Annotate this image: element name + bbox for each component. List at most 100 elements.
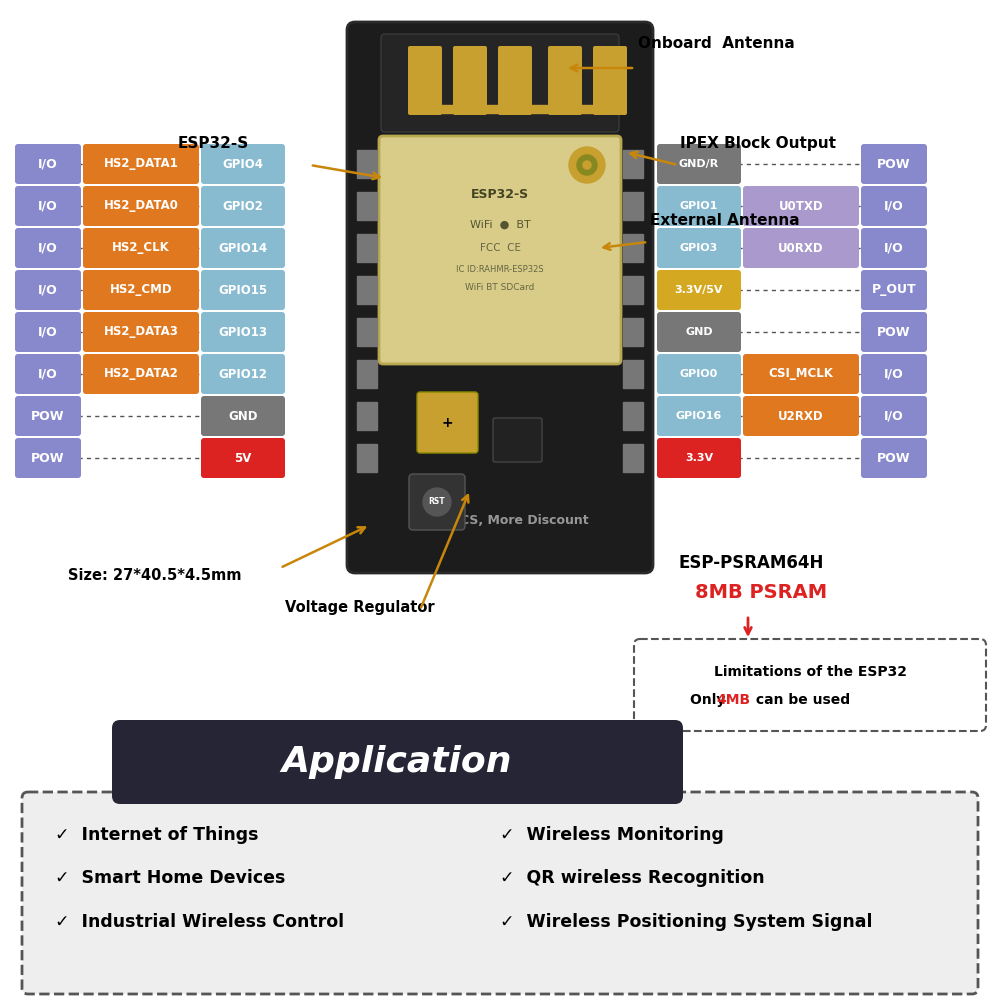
- FancyBboxPatch shape: [112, 720, 683, 804]
- FancyBboxPatch shape: [657, 396, 741, 436]
- FancyBboxPatch shape: [743, 396, 859, 436]
- FancyBboxPatch shape: [743, 354, 859, 394]
- Bar: [357, 276, 377, 304]
- FancyBboxPatch shape: [593, 46, 627, 115]
- Bar: [623, 276, 643, 304]
- Text: POW: POW: [877, 157, 911, 170]
- Bar: [357, 444, 377, 472]
- FancyBboxPatch shape: [634, 639, 986, 731]
- Text: ESP-PSRAM64H: ESP-PSRAM64H: [678, 554, 823, 572]
- FancyBboxPatch shape: [861, 396, 927, 436]
- Text: 3.3V: 3.3V: [685, 453, 713, 463]
- FancyBboxPatch shape: [15, 312, 81, 352]
- Text: POW: POW: [877, 452, 911, 464]
- Text: GPIO3: GPIO3: [680, 243, 718, 253]
- FancyBboxPatch shape: [201, 144, 285, 184]
- FancyBboxPatch shape: [379, 136, 621, 364]
- FancyBboxPatch shape: [861, 312, 927, 352]
- Text: HS2_CMD: HS2_CMD: [110, 284, 172, 296]
- Text: ✓  Internet of Things: ✓ Internet of Things: [55, 826, 258, 844]
- FancyBboxPatch shape: [657, 270, 741, 310]
- Text: 8MB PSRAM: 8MB PSRAM: [695, 583, 827, 602]
- Text: P_OUT: P_OUT: [872, 284, 916, 296]
- FancyBboxPatch shape: [657, 312, 741, 352]
- Text: GPIO14: GPIO14: [218, 241, 268, 254]
- Text: I/O: I/O: [38, 200, 58, 213]
- Text: HS2_DATA3: HS2_DATA3: [104, 326, 178, 338]
- Text: ESP32-S: ESP32-S: [471, 188, 529, 202]
- Text: FCC  CE: FCC CE: [480, 243, 520, 253]
- Bar: [357, 192, 377, 220]
- FancyBboxPatch shape: [657, 144, 741, 184]
- FancyBboxPatch shape: [201, 438, 285, 478]
- FancyBboxPatch shape: [83, 186, 199, 226]
- FancyBboxPatch shape: [83, 270, 199, 310]
- FancyBboxPatch shape: [861, 270, 927, 310]
- Text: IC ID:RAHMR-ESP32S: IC ID:RAHMR-ESP32S: [456, 265, 544, 274]
- Bar: [357, 360, 377, 388]
- Text: GPIO4: GPIO4: [222, 157, 264, 170]
- Text: POW: POW: [31, 452, 65, 464]
- FancyBboxPatch shape: [657, 354, 741, 394]
- Text: GPIO0: GPIO0: [680, 369, 718, 379]
- Text: CSI_MCLK: CSI_MCLK: [769, 367, 833, 380]
- FancyBboxPatch shape: [381, 34, 619, 132]
- FancyBboxPatch shape: [657, 438, 741, 478]
- Bar: [623, 318, 643, 346]
- Text: External Antenna: External Antenna: [650, 213, 800, 228]
- Text: More PCS, More Discount: More PCS, More Discount: [411, 514, 589, 526]
- Text: I/O: I/O: [884, 200, 904, 213]
- FancyBboxPatch shape: [15, 228, 81, 268]
- FancyBboxPatch shape: [657, 228, 741, 268]
- FancyBboxPatch shape: [498, 46, 532, 115]
- Text: ✓  Smart Home Devices: ✓ Smart Home Devices: [55, 869, 285, 887]
- Bar: [623, 402, 643, 430]
- FancyBboxPatch shape: [22, 792, 978, 994]
- Bar: [623, 150, 643, 178]
- Text: HS2_CLK: HS2_CLK: [112, 241, 170, 254]
- Text: I/O: I/O: [38, 241, 58, 254]
- Text: 4MB: 4MB: [716, 693, 750, 707]
- Text: Onboard  Antenna: Onboard Antenna: [638, 36, 795, 51]
- Text: GND: GND: [228, 410, 258, 422]
- FancyBboxPatch shape: [15, 396, 81, 436]
- Text: I/O: I/O: [884, 241, 904, 254]
- Text: IPEX Block Output: IPEX Block Output: [680, 136, 836, 151]
- FancyBboxPatch shape: [83, 354, 199, 394]
- Circle shape: [583, 161, 591, 169]
- FancyBboxPatch shape: [493, 418, 542, 462]
- Bar: [623, 192, 643, 220]
- Text: can be used: can be used: [751, 693, 850, 707]
- Text: HS2_DATA0: HS2_DATA0: [104, 200, 178, 213]
- FancyBboxPatch shape: [83, 144, 199, 184]
- Bar: [623, 360, 643, 388]
- Text: GPIO15: GPIO15: [218, 284, 268, 296]
- Text: +: +: [441, 416, 453, 430]
- Circle shape: [577, 155, 597, 175]
- Text: U2RXD: U2RXD: [778, 410, 824, 422]
- Text: GPIO1: GPIO1: [680, 201, 718, 211]
- Text: GPIO13: GPIO13: [218, 326, 268, 338]
- Text: Application: Application: [282, 745, 512, 779]
- FancyBboxPatch shape: [743, 228, 859, 268]
- Bar: [357, 318, 377, 346]
- Text: Limitations of the ESP32: Limitations of the ESP32: [714, 665, 906, 679]
- FancyBboxPatch shape: [201, 312, 285, 352]
- Text: GND/R: GND/R: [679, 159, 719, 169]
- FancyBboxPatch shape: [743, 186, 859, 226]
- FancyBboxPatch shape: [15, 438, 81, 478]
- FancyBboxPatch shape: [861, 228, 927, 268]
- Text: U0RXD: U0RXD: [778, 241, 824, 254]
- Bar: [357, 402, 377, 430]
- FancyBboxPatch shape: [201, 228, 285, 268]
- Circle shape: [423, 488, 451, 516]
- Text: POW: POW: [31, 410, 65, 422]
- Text: WiFi BT SDCard: WiFi BT SDCard: [465, 284, 535, 292]
- Text: POW: POW: [877, 326, 911, 338]
- Bar: [623, 234, 643, 262]
- Circle shape: [569, 147, 605, 183]
- Text: RST: RST: [429, 497, 445, 506]
- FancyBboxPatch shape: [15, 354, 81, 394]
- FancyBboxPatch shape: [347, 22, 653, 573]
- FancyBboxPatch shape: [201, 186, 285, 226]
